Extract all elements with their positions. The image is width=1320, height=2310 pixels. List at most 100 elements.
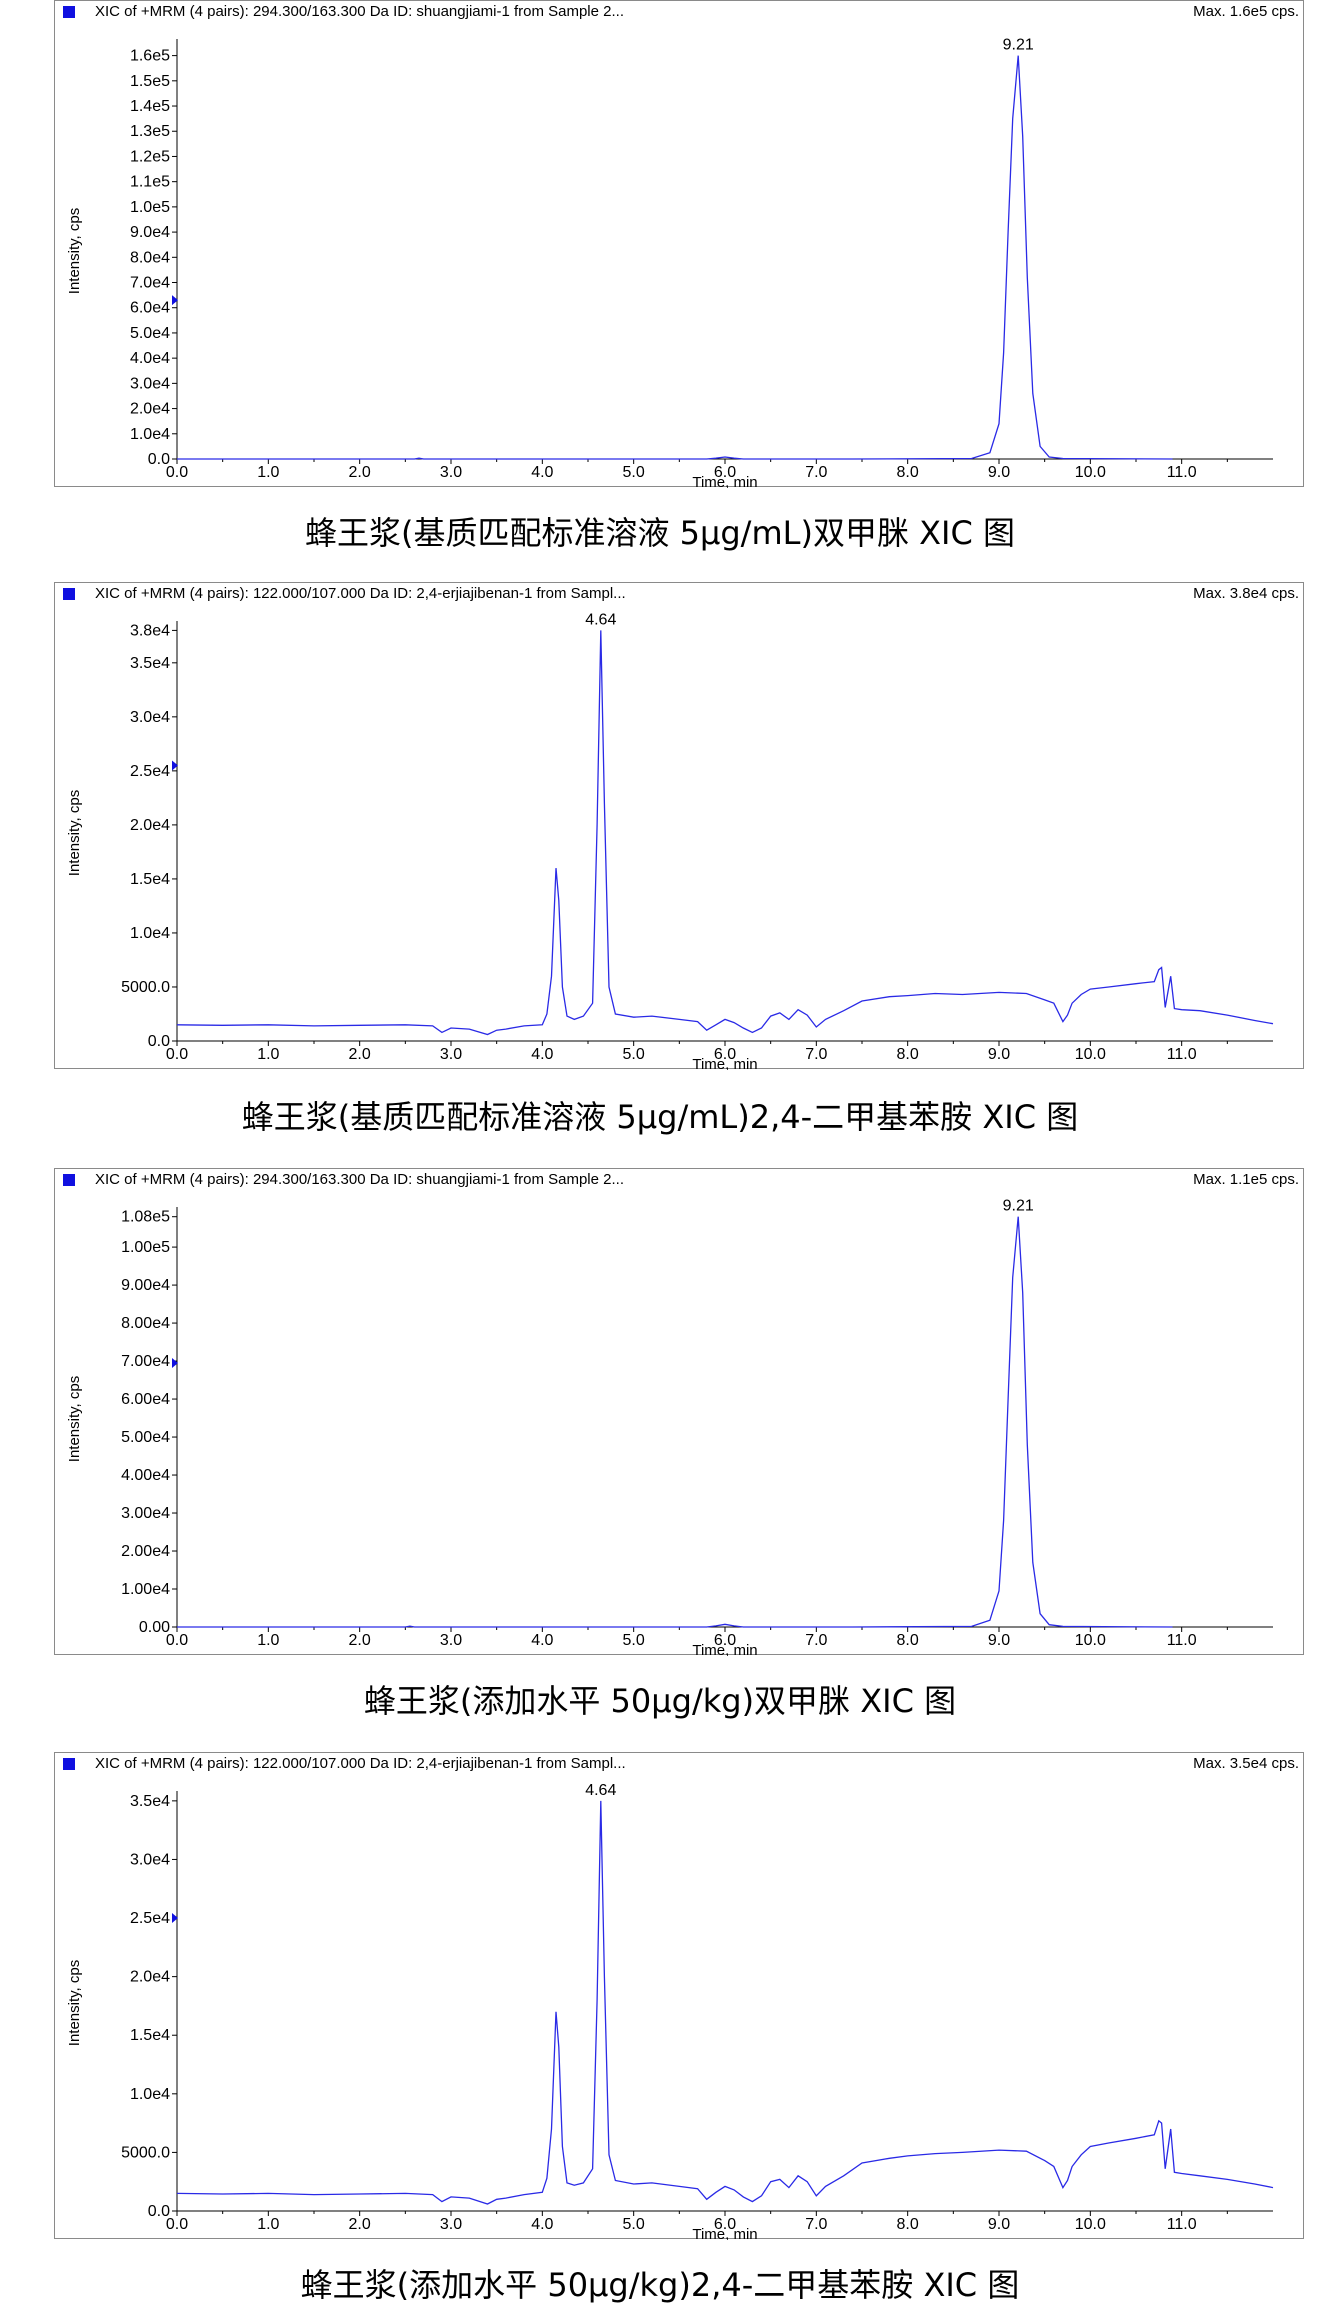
x-tick-label: 10.0: [1075, 2216, 1106, 2233]
x-axis-title: Time, min: [692, 1056, 757, 1070]
y-tick-label: 7.0e4: [130, 275, 170, 292]
chromatogram-trace: [176, 1800, 1274, 2205]
x-tick-label: 6.0: [714, 464, 736, 481]
y-tick-label: 0.00: [139, 1619, 170, 1636]
y-tick-label: 8.0e4: [130, 249, 170, 266]
series-color-icon: [63, 6, 75, 18]
peak-label: 4.64: [585, 611, 616, 628]
chromatogram-trace: [176, 630, 1274, 1036]
x-tick-label: 4.0: [531, 464, 553, 481]
peak-label: 9.21: [1003, 1198, 1034, 1215]
max-intensity-label: Max. 1.6e5 cps.: [1193, 3, 1299, 20]
x-tick-label: 2.0: [349, 1632, 371, 1649]
y-tick-label: 1.0e4: [130, 2086, 170, 2103]
x-tick-label: 3.0: [440, 464, 462, 481]
y-tick-label: 1.00e4: [121, 1581, 170, 1598]
y-tick-label: 3.0e4: [130, 1851, 170, 1868]
x-tick-label: 8.0: [897, 1046, 919, 1063]
x-tick-label: 0.0: [166, 1046, 188, 1063]
chromatogram-plot-1: 0.0 1.0e4 2.0e4 3.0e4 4.0e4 5.0e4 6.0e4 7.0e4 8.…: [66, 37, 1273, 488]
chromatogram-panel-4: XIC of +MRM (4 pairs): 122.000/107.000 D…: [54, 1752, 1304, 2240]
panel-title: XIC of +MRM (4 pairs): 294.300/163.300 D…: [95, 1171, 624, 1188]
chromatogram-plot-3: 0.00 1.00e4 2.00e4 3.00e4 4.00e4 5.00e4 6.00e4…: [66, 1198, 1273, 1656]
x-tick-label: 9.0: [988, 1046, 1010, 1063]
x-tick-label: 2.0: [349, 1046, 371, 1063]
peak-label: 4.64: [585, 1782, 616, 1799]
x-tick-label: 11.0: [1167, 464, 1197, 481]
y-tick-label: 6.0e4: [130, 300, 170, 317]
y-tick-label: 4.0e4: [130, 350, 170, 367]
x-axis-title: Time, min: [692, 474, 757, 488]
x-tick-label: 3.0: [440, 1632, 462, 1649]
figure-caption-2: 蜂王浆(基质匹配标准溶液 5μg/mL)2,4-二甲基苯胺 XIC 图: [241, 1098, 1079, 1136]
peak-label: 9.21: [1003, 37, 1034, 54]
y-axis-title: Intensity, cps: [66, 1960, 83, 2046]
x-tick-label: 5.0: [623, 2216, 645, 2233]
series-color-icon: [63, 588, 75, 600]
panel-header: XIC of +MRM (4 pairs): 122.000/107.000 D…: [55, 1753, 1303, 1775]
y-tick-label: 1.2e5: [130, 148, 170, 165]
y-tick-label: 4.00e4: [121, 1467, 170, 1484]
y-axis-title: Intensity, cps: [66, 208, 83, 294]
panel-title: XIC of +MRM (4 pairs): 122.000/107.000 D…: [95, 585, 626, 602]
panel-header: XIC of +MRM (4 pairs): 294.300/163.300 D…: [55, 1, 1303, 23]
x-tick-label: 8.0: [897, 2216, 919, 2233]
series-color-icon: [63, 1758, 75, 1770]
max-intensity-label: Max. 3.5e4 cps.: [1193, 1755, 1299, 1772]
y-axis-title: Intensity, cps: [66, 790, 83, 876]
x-tick-label: 5.0: [623, 1046, 645, 1063]
chromatogram-plot-4: 0.0 5000.0 1.0e4 1.5e4 2.0e4 2.5e4 3.0e4 3.5e4 0…: [66, 1782, 1274, 2240]
x-tick-label: 10.0: [1075, 1046, 1106, 1063]
x-tick-label: 9.0: [988, 464, 1010, 481]
max-intensity-label: Max. 1.1e5 cps.: [1193, 1171, 1299, 1188]
x-tick-label: 11.0: [1167, 2216, 1197, 2233]
series-color-icon: [63, 1174, 75, 1186]
x-tick-label: 4.0: [531, 1046, 553, 1063]
y-tick-label: 3.5e4: [130, 655, 170, 672]
x-axis-title: Time, min: [692, 2226, 757, 2240]
x-tick-label: 7.0: [805, 464, 827, 481]
threshold-marker-icon: [172, 1357, 178, 1368]
figure-caption-4: 蜂王浆(添加水平 50μg/kg)2,4-二甲基苯胺 XIC 图: [300, 2266, 1020, 2304]
x-tick-label: 7.0: [805, 1046, 827, 1063]
threshold-marker-icon: [172, 1913, 178, 1924]
y-tick-label: 8.00e4: [121, 1315, 170, 1332]
x-tick-label: 6.0: [714, 1046, 736, 1063]
chromatogram-panel-2: XIC of +MRM (4 pairs): 122.000/107.000 D…: [54, 582, 1304, 1070]
x-tick-label: 11.0: [1167, 1632, 1197, 1649]
y-tick-label: 1.6e5: [130, 48, 170, 65]
panel-title: XIC of +MRM (4 pairs): 294.300/163.300 D…: [95, 3, 624, 20]
y-tick-label: 3.0e4: [130, 375, 170, 392]
y-tick-label: 1.1e5: [130, 174, 170, 191]
y-tick-label: 0.0: [148, 451, 170, 468]
max-intensity-label: Max. 3.8e4 cps.: [1193, 585, 1299, 602]
panel-header: XIC of +MRM (4 pairs): 294.300/163.300 D…: [55, 1169, 1303, 1191]
y-tick-label: 5.0e4: [130, 325, 170, 342]
x-tick-label: 9.0: [988, 2216, 1010, 2233]
y-tick-label: 3.0e4: [130, 709, 170, 726]
y-tick-label: 0.0: [148, 2203, 170, 2220]
x-tick-label: 6.0: [714, 2216, 736, 2233]
y-tick-label: 2.0e4: [130, 1969, 170, 1986]
x-tick-label: 4.0: [531, 2216, 553, 2233]
x-tick-label: 9.0: [988, 1632, 1010, 1649]
chromatogram-trace: [177, 55, 1173, 460]
y-tick-label: 1.0e4: [130, 925, 170, 942]
x-tick-label: 1.0: [257, 464, 279, 481]
y-tick-label: 5000.0: [121, 979, 170, 996]
y-tick-label: 9.0e4: [130, 224, 170, 241]
y-tick-label: 1.4e5: [130, 98, 170, 115]
panel-title: XIC of +MRM (4 pairs): 122.000/107.000 D…: [95, 1755, 626, 1772]
y-tick-label: 2.5e4: [130, 1910, 170, 1927]
y-tick-label: 5.00e4: [121, 1429, 170, 1446]
y-tick-label: 2.0e4: [130, 401, 170, 418]
chromatogram-trace: [177, 1216, 1173, 1628]
x-axis-title: Time, min: [692, 1642, 757, 1656]
x-tick-label: 3.0: [440, 2216, 462, 2233]
y-tick-label: 1.5e5: [130, 73, 170, 90]
x-tick-label: 7.0: [805, 1632, 827, 1649]
y-tick-label: 2.00e4: [121, 1543, 170, 1560]
x-tick-label: 8.0: [897, 1632, 919, 1649]
x-tick-label: 5.0: [623, 464, 645, 481]
x-tick-label: 0.0: [166, 1632, 188, 1649]
